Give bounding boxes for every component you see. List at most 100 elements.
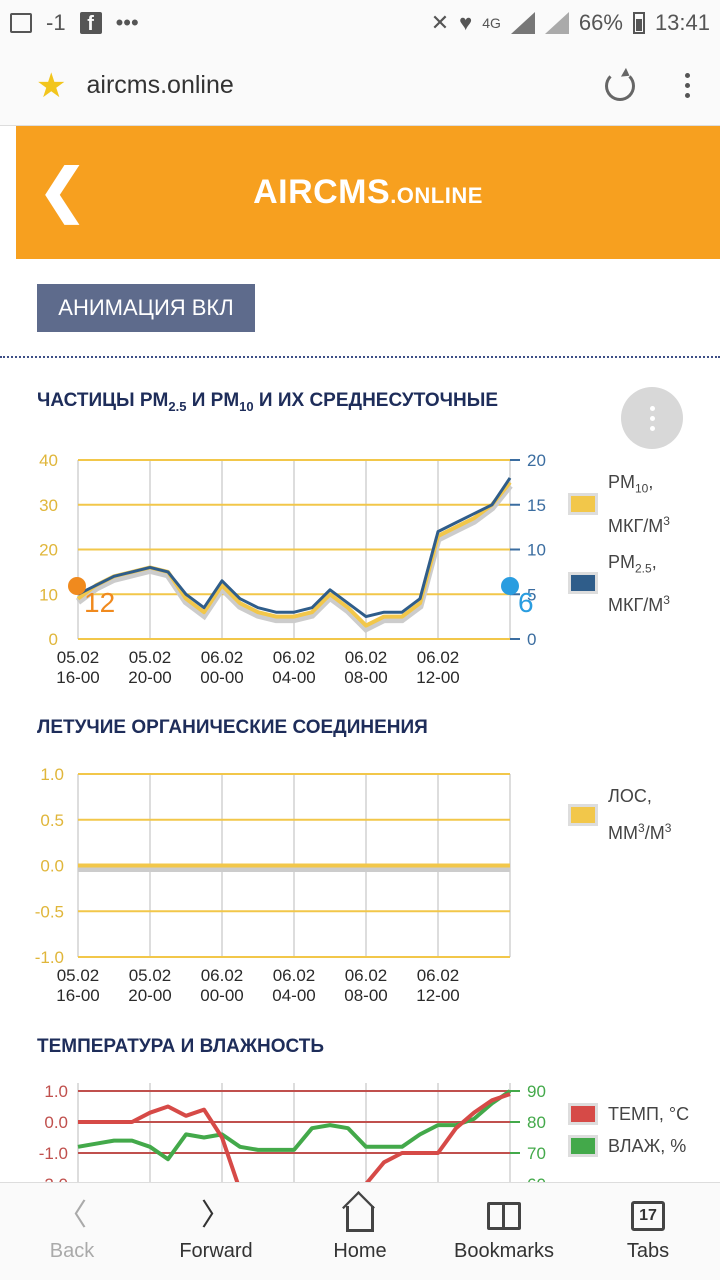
left-value-marker [68,577,86,595]
x-tick-label: 05.02 [57,966,100,985]
gallery-icon [10,13,32,33]
y-left-tick-label: 10 [39,585,58,604]
y-tick-label: 0.5 [40,811,64,830]
animation-toggle-button[interactable]: АНИМАЦИЯ ВКЛ [37,284,255,332]
left-marker-value: 12 [84,587,115,618]
x-tick-label: 06.02 [417,648,460,667]
voc-legend: ЛОС, ММ3/М3 [568,780,671,849]
y-right-tick-label: 10 [527,541,546,560]
right-marker-value: 6 [518,587,534,618]
x-tick-label: 08-00 [344,668,387,687]
y-left-tick-label: -2.0 [39,1175,68,1182]
browser-menu-icon[interactable] [685,73,690,98]
facebook-icon: f [79,12,102,35]
x-tick-label: 20-00 [128,986,171,1005]
chart-menu-button[interactable] [621,387,683,449]
bookmark-star-icon[interactable]: ★ [36,66,67,105]
x-tick-label: 12-00 [416,986,459,1005]
nav-bookmarks-label: Bookmarks [453,1240,555,1262]
nav-bookmarks-button[interactable]: Bookmarks [432,1183,576,1280]
bookmarks-icon [487,1202,521,1230]
y-left-tick-label: 1.0 [44,1082,68,1101]
x-tick-label: 06.02 [273,966,316,985]
x-tick-label: 00-00 [200,986,243,1005]
y-tick-label: -1.0 [35,948,64,967]
series-temp [78,1092,511,1182]
clock: 13:41 [654,10,710,35]
x-tick-label: 06.02 [345,966,388,985]
y-tick-label: 1.0 [40,765,64,784]
x-tick-label: 06.02 [201,966,244,985]
nav-back-button[interactable]: 〈 Back [0,1183,144,1280]
chevron-right-icon: 〉 [201,1199,231,1232]
voc-chart-title: ЛЕТУЧИЕ ОРГАНИЧЕСКИЕ СОЕДИНЕНИЯ [37,717,428,738]
pm-chart: 0102030400510152005.0216-0005.0220-0006.… [39,451,546,687]
x-tick-label: 16-00 [56,986,99,1005]
y-right-tick-label: 5 [527,585,536,604]
nav-home-label: Home [333,1240,387,1262]
heart-icon: ♥ [459,10,473,35]
x-tick-label: 00-00 [200,668,243,687]
x-tick-label: 20-00 [128,668,171,687]
x-tick-label: 08-00 [344,986,387,1005]
x-tick-label: 06.02 [273,648,316,667]
x-tick-label: 05.02 [129,648,172,667]
temp-legend: ТЕМП, °C ВЛАЖ, % [568,1098,689,1162]
nav-tabs-label: Tabs [626,1240,670,1262]
more-notifications-icon: ••• [115,10,139,35]
nav-forward-label: Forward [179,1240,253,1262]
status-bar: -1 f ••• ✕ ♥ 4G 66% 13:41 [0,0,720,46]
y-left-tick-label: 0.0 [44,1113,68,1132]
nav-home-button[interactable]: Home [288,1183,432,1280]
right-value-marker [501,577,519,595]
x-tick-label: 05.02 [57,648,100,667]
series-pm25 [77,477,512,619]
y-left-tick-label: 20 [39,541,58,560]
x-tick-label: 04-00 [272,668,315,687]
site-header: ❮ AIRCMS.ONLINE [16,126,720,259]
back-chevron-icon[interactable]: ❮ [38,158,87,223]
legend-pm10[interactable]: PM10, МКГ/М3 [568,466,670,542]
home-icon [346,1206,374,1232]
legend-voc[interactable]: ЛОС, ММ3/М3 [568,780,671,849]
pm-legend: PM10, МКГ/М3 PM2.5, МКГ/М3 [568,466,670,621]
reload-icon[interactable] [605,70,635,101]
y-right-tick-label: 15 [527,496,546,515]
series-humidity [77,1089,512,1162]
voc-chart: 1.00.50.0-0.5-1.005.0216-0005.0220-0006.… [35,765,511,1005]
signal-2-icon [544,12,569,34]
divider [0,356,720,358]
temp-chart-title: ТЕМПЕРАТУРА И ВЛАЖНОСТЬ [37,1036,325,1057]
battery-icon [632,12,645,34]
y-right-tick-label: 70 [527,1144,546,1163]
network-type: 4G [482,15,501,31]
x-tick-label: 05.02 [129,966,172,985]
x-tick-label: 06.02 [201,648,244,667]
battery-percent: 66% [578,10,623,35]
legend-humidity[interactable]: ВЛАЖ, % [568,1130,689,1162]
legend-pm25[interactable]: PM2.5, МКГ/М3 [568,546,670,622]
url-field[interactable]: aircms.online [86,71,234,99]
mute-icon: ✕ [430,10,450,35]
nav-tabs-button[interactable]: 17 Tabs [576,1183,720,1280]
x-tick-label: 06.02 [417,966,460,985]
nav-forward-button[interactable]: 〉 Forward [144,1183,288,1280]
y-left-tick-label: -1.0 [39,1144,68,1163]
y-tick-label: 0.0 [40,857,64,876]
x-tick-label: 12-00 [416,668,459,687]
x-tick-label: 06.02 [345,648,388,667]
y-right-tick-label: 90 [527,1082,546,1101]
tabs-icon: 17 [631,1201,665,1231]
notification-count: -1 [46,10,66,35]
y-right-tick-label: 20 [527,451,546,470]
pm-chart-title: ЧАСТИЦЫ PM2.5 И PM10 И ИХ СРЕДНЕСУТОЧНЫЕ [37,390,499,414]
y-right-tick-label: 60 [527,1175,546,1182]
browser-url-bar: ★ aircms.online [0,46,720,126]
signal-icon [510,12,535,34]
chevron-left-icon: 〈 [57,1199,87,1232]
site-title: AIRCMS.ONLINE [253,173,483,211]
x-tick-label: 04-00 [272,986,315,1005]
y-right-tick-label: 0 [527,630,536,649]
nav-back-label: Back [49,1240,95,1262]
legend-temp[interactable]: ТЕМП, °C [568,1098,689,1130]
